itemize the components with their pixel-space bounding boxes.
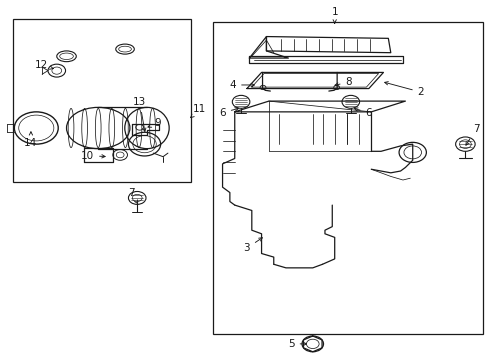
Text: 13: 13 <box>133 97 146 131</box>
Bar <box>212 22 483 334</box>
Text: 11: 11 <box>190 104 206 118</box>
Text: 7: 7 <box>465 124 478 145</box>
Bar <box>13 19 190 182</box>
Text: 6: 6 <box>219 108 238 118</box>
Text: 2: 2 <box>384 82 424 97</box>
Text: 8: 8 <box>334 77 351 87</box>
Text: 9: 9 <box>148 118 161 128</box>
Text: 3: 3 <box>243 238 262 253</box>
Text: 10: 10 <box>81 150 105 161</box>
Text: 14: 14 <box>24 132 38 148</box>
Text: 1: 1 <box>331 7 337 23</box>
Text: 7: 7 <box>128 188 138 203</box>
Text: 5: 5 <box>287 339 306 349</box>
Text: 4: 4 <box>229 80 254 90</box>
Text: 12: 12 <box>35 60 53 70</box>
Text: 6: 6 <box>354 108 371 118</box>
